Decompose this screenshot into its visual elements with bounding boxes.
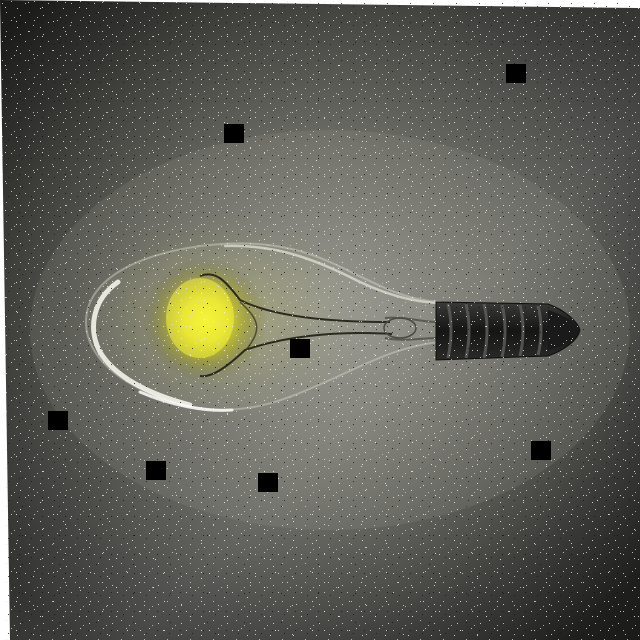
occlusion-patch — [146, 461, 166, 480]
occlusion-patch — [290, 339, 310, 358]
occlusion-patches — [48, 64, 551, 492]
occlusion-patch — [48, 411, 68, 430]
occlusion-patch — [531, 441, 551, 460]
occlusion-patch — [258, 473, 278, 492]
occlusion-patch — [506, 64, 526, 83]
occlusion-patch — [224, 124, 244, 143]
